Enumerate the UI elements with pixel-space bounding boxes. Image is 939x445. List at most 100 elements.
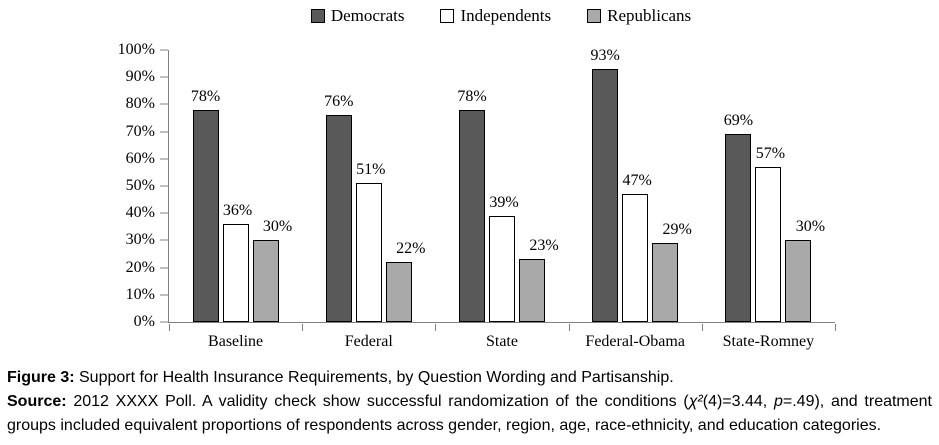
legend-item-independents: Independents — [440, 6, 551, 26]
figure-caption: Figure 3: Support for Health Insurance R… — [7, 366, 932, 438]
bar-chart-plot-area: 78% 36% 30% Baseline 76% 51% 22% Federal 78% 39% 2… — [118, 41, 836, 350]
bar-wrap: 76% — [324, 50, 353, 322]
x-axis-label-federal-obama: Federal-Obama — [585, 333, 685, 350]
bar-value-label: 29% — [662, 221, 692, 239]
legend-item-democrats: Democrats — [310, 6, 405, 26]
bar-wrap: 78% — [457, 50, 487, 322]
legend-label-republicans: Republicans — [607, 6, 692, 25]
chart-legend: Democrats Independents Republicans — [168, 6, 834, 26]
bar-value-label: 69% — [723, 112, 754, 130]
x-axis-label-state: State — [485, 333, 518, 350]
x-axis-tick — [701, 324, 703, 331]
bar-wrap: 78% — [190, 50, 221, 322]
bar-wrap: 23% — [518, 50, 559, 322]
bar-value-label: 30% — [262, 218, 293, 236]
bar-republicans-federal-obama — [652, 243, 679, 322]
bar-republicans-federal — [385, 262, 412, 322]
bar-value-label: 22% — [396, 240, 426, 258]
y-axis-tick-label: 10% — [125, 285, 155, 303]
bar-group-federal: 76% 51% 22% — [302, 50, 435, 322]
x-axis-tick — [835, 324, 836, 331]
bar-wrap: 30% — [252, 50, 292, 322]
bar-republicans-baseline — [252, 240, 279, 322]
bar-group-state: 78% 39% 23% — [435, 50, 568, 322]
bar-group-federal-obama: 93% 47% 29% — [569, 47, 702, 322]
bar-independents-state — [488, 215, 515, 322]
bar-wrap: 51% — [355, 50, 386, 322]
x-axis-tick — [568, 324, 570, 331]
figure-title-text: Support for Health Insurance Requirement… — [74, 369, 674, 386]
bar-independents-state-romney — [755, 166, 782, 322]
y-axis-tick — [160, 185, 168, 187]
bar-value-label: 57% — [755, 144, 786, 162]
source-text-2: (4)=3.44, — [702, 393, 774, 410]
y-axis-tick-label: 100% — [117, 41, 155, 58]
bar-value-label: 36% — [222, 202, 253, 220]
y-axis-tick — [160, 321, 168, 323]
figure-label: Figure 3: — [7, 369, 75, 386]
legend-item-republicans: Republicans — [587, 6, 691, 26]
y-axis-tick-label: 20% — [125, 258, 155, 276]
y-axis-tick — [160, 76, 168, 78]
figure-source-line: Source: 2012 XXXX Poll. A validity check… — [7, 390, 932, 438]
bar-democrats-state — [458, 109, 485, 322]
y-axis-tick — [160, 294, 168, 296]
independents-swatch-icon — [440, 9, 455, 23]
bar-wrap: 29% — [652, 50, 692, 322]
bar-wrap: 93% — [590, 47, 620, 322]
bar-independents-federal-obama — [622, 194, 649, 322]
source-label: Source: — [7, 393, 67, 410]
y-axis-tick-label: 90% — [125, 68, 155, 86]
y-axis-tick — [160, 131, 168, 133]
bar-independents-baseline — [222, 224, 249, 322]
source-text-1: 2012 XXXX Poll. A validity check show su… — [66, 393, 689, 410]
bar-value-label: 39% — [489, 193, 519, 211]
bar-democrats-federal — [325, 115, 352, 322]
x-axis-tick — [302, 324, 304, 331]
bar-wrap: 30% — [785, 50, 825, 322]
bar-value-label: 78% — [457, 87, 487, 105]
bar-value-label: 78% — [190, 87, 221, 105]
legend-label-independents: Independents — [460, 6, 552, 25]
bar-democrats-baseline — [192, 109, 219, 322]
bar-value-label: 23% — [529, 237, 559, 255]
democrats-swatch-icon — [310, 9, 325, 23]
y-axis-tick — [160, 239, 168, 241]
bar-group-baseline: 78% 36% 30% — [169, 50, 302, 322]
x-axis-label-baseline: Baseline — [208, 333, 264, 350]
bar-value-label: 93% — [590, 47, 620, 65]
bar-wrap: 47% — [622, 50, 652, 322]
bar-group-state-romney: 69% 57% 30% — [702, 50, 835, 322]
bar-value-label: 47% — [622, 172, 652, 190]
bar-wrap: 22% — [385, 50, 425, 322]
x-axis-tick — [169, 324, 170, 331]
source-text-3: =.49), and treatment groups included equ… — [7, 393, 933, 434]
bar-value-label: 51% — [356, 161, 386, 179]
x-axis-tick — [435, 324, 437, 331]
republicans-swatch-icon — [587, 9, 602, 23]
y-axis-tick — [160, 158, 168, 160]
bar-democrats-state-romney — [725, 134, 752, 322]
bar-value-label: 30% — [795, 218, 826, 236]
bar-wrap: 36% — [222, 50, 253, 322]
x-axis-label-state-romney: State-Romney — [722, 333, 815, 350]
y-axis-tick — [160, 267, 168, 269]
bar-republicans-state-romney — [785, 240, 812, 322]
bar-democrats-federal-obama — [592, 69, 619, 322]
bar-wrap: 69% — [723, 50, 754, 322]
bar-wrap: 57% — [755, 50, 785, 322]
y-axis-tick — [160, 49, 168, 51]
y-axis-tick-label: 70% — [125, 122, 155, 140]
y-axis-tick-label: 80% — [125, 95, 155, 113]
bar-independents-federal — [355, 183, 382, 322]
x-axis-label-federal: Federal — [344, 333, 393, 350]
y-axis-tick — [160, 103, 168, 105]
y-axis-tick-label: 30% — [125, 231, 155, 249]
bar-wrap: 39% — [488, 50, 519, 322]
y-axis-tick — [160, 212, 168, 214]
source-chi-squared: χ² — [688, 393, 703, 410]
y-axis-tick-label: 40% — [125, 204, 155, 222]
y-axis-tick-label: 50% — [125, 177, 155, 194]
legend-label-democrats: Democrats — [330, 6, 405, 25]
